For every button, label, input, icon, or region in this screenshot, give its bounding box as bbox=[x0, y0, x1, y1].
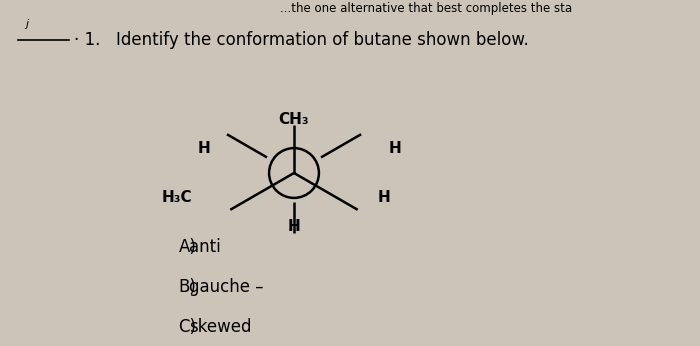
Text: j: j bbox=[25, 19, 28, 29]
Text: skewed: skewed bbox=[189, 318, 251, 336]
Text: H: H bbox=[378, 190, 391, 205]
Text: CH₃: CH₃ bbox=[279, 112, 309, 127]
Text: A): A) bbox=[178, 238, 197, 256]
Text: · 1.: · 1. bbox=[74, 31, 100, 49]
Text: B): B) bbox=[178, 278, 197, 296]
Text: Identify the conformation of butane shown below.: Identify the conformation of butane show… bbox=[116, 31, 528, 49]
Text: H₃C: H₃C bbox=[162, 190, 193, 205]
Text: H: H bbox=[288, 219, 300, 234]
Text: anti: anti bbox=[189, 238, 220, 256]
Text: C): C) bbox=[178, 318, 197, 336]
Text: ...the one alternative that best completes the sta: ...the one alternative that best complet… bbox=[280, 2, 572, 15]
Text: gauche –: gauche – bbox=[189, 278, 264, 296]
Text: H: H bbox=[197, 141, 210, 156]
Ellipse shape bbox=[269, 148, 319, 198]
Text: H: H bbox=[389, 141, 401, 156]
